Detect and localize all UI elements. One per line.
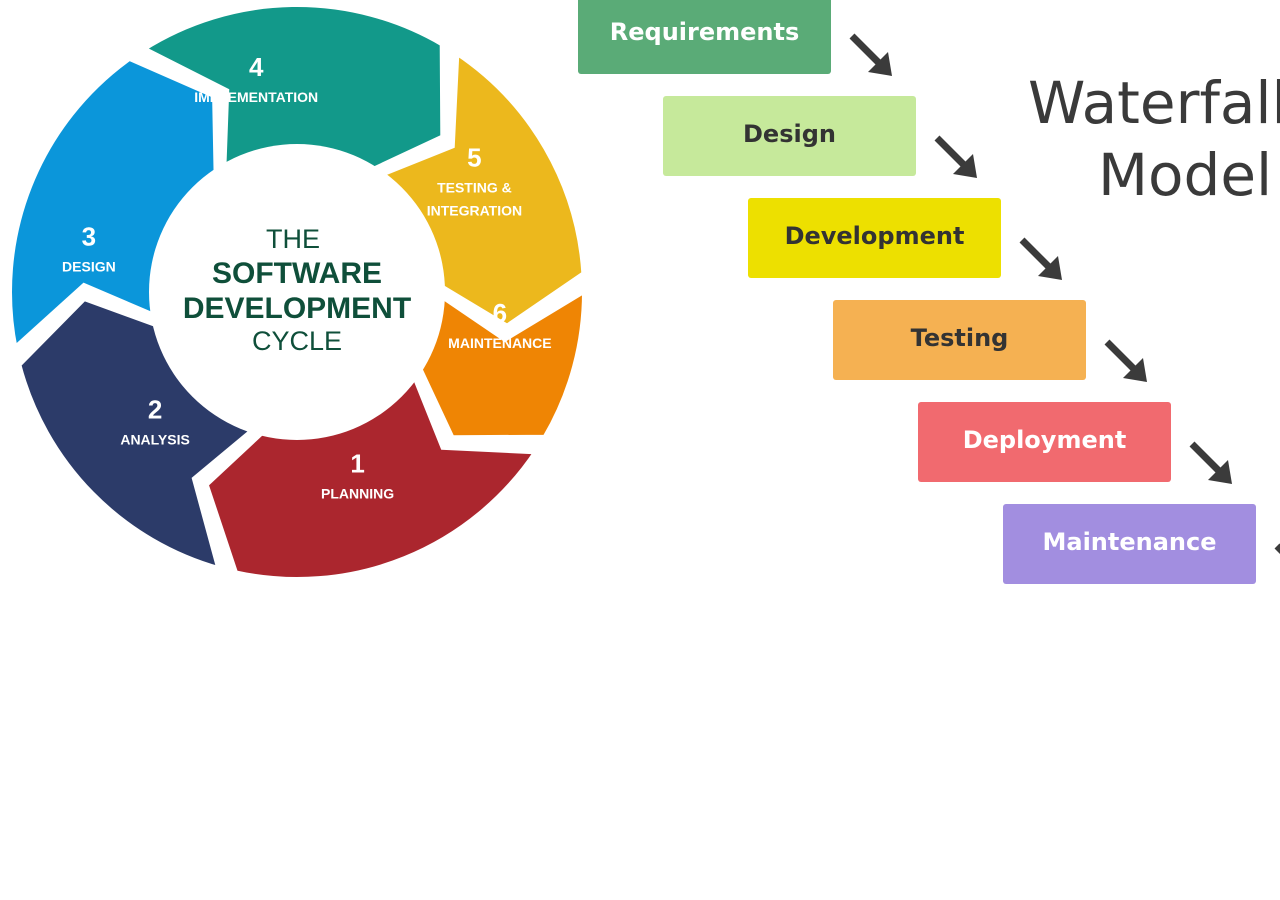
cycle-segment-number-3: 3 — [82, 222, 96, 252]
cycle-center-title-line1: THE — [266, 224, 320, 254]
cycle-segment-label-5: INTEGRATION — [427, 202, 522, 218]
arrow-down-right-icon — [1274, 543, 1280, 554]
arrow-down-right-icon — [934, 135, 977, 178]
software-development-cycle-wheel: THE SOFTWARE DEVELOPMENT CYCLE 1 PLANNING… — [6, 1, 589, 583]
arrow-down-right-icon — [1019, 237, 1062, 280]
cycle-segment-label-3: DESIGN — [62, 259, 116, 275]
arrow-down-right-icon — [1104, 339, 1147, 382]
cycle-labels: 1 PLANNING 2 ANALYSIS 3 DESIGN 4 IMPLEMENTATION… — [62, 52, 552, 501]
cycle-center-title-line4: CYCLE — [252, 326, 342, 356]
waterfall-title-line1: Waterfall — [1028, 69, 1280, 137]
cycle-segment-number-6: 6 — [493, 298, 507, 328]
cycle-center: THE SOFTWARE DEVELOPMENT CYCLE — [149, 144, 445, 440]
cycle-segment-label-6: MAINTENANCE — [448, 335, 551, 351]
cycle-center-title-line2: SOFTWARE — [212, 257, 382, 290]
cycle-segment-label-2: ANALYSIS — [120, 431, 190, 447]
cycle-segment-number-2: 2 — [148, 394, 162, 424]
cycle-center-title-line3: DEVELOPMENT — [183, 292, 411, 325]
cycle-segment-label-5: TESTING & — [437, 179, 512, 195]
arrow-down-right-icon — [1189, 441, 1232, 484]
arrow-down-right-icon — [849, 33, 892, 76]
cycle-segment-number-4: 4 — [249, 52, 264, 82]
waterfall-step-deployment: Deployment — [918, 402, 1171, 482]
waterfall-step-maintenance: Maintenance — [1003, 504, 1256, 584]
waterfall-title-line2: Model — [1098, 141, 1273, 209]
cycle-segment-number-1: 1 — [350, 448, 364, 478]
cycle-center-circle — [149, 144, 445, 440]
cycle-segment-label-1: PLANNING — [321, 485, 394, 501]
waterfall-step-testing: Testing — [833, 300, 1086, 380]
cycle-segment-number-5: 5 — [467, 142, 481, 172]
waterfall-step-development: Development — [748, 198, 1001, 278]
cycle-segments — [6, 1, 589, 583]
cycle-segment-label-4: IMPLEMENTATION — [194, 89, 318, 105]
waterfall-step-design: Design — [663, 96, 916, 176]
waterfall-step-requirements: Requirements — [578, 0, 831, 74]
